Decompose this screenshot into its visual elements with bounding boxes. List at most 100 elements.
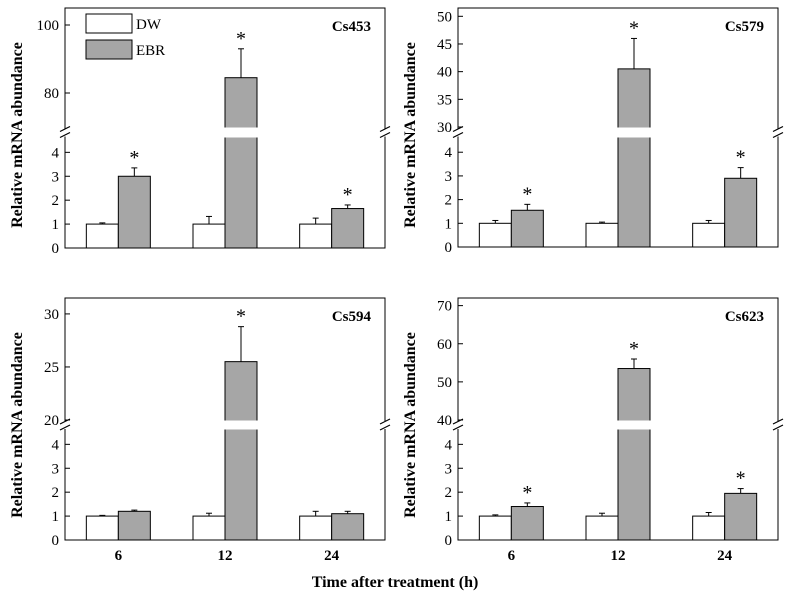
y-tick-label: 2 xyxy=(445,193,453,209)
bar-dw-6 xyxy=(85,223,119,249)
bar-dw-12 xyxy=(192,515,226,541)
bar-break-band xyxy=(224,127,258,138)
significance-star: * xyxy=(129,147,139,169)
y-tick-label: 3 xyxy=(52,169,60,185)
x-axis-label: Time after treatment (h) xyxy=(312,574,479,591)
bar-dw-12 xyxy=(585,515,619,541)
y-tick-label: 4 xyxy=(52,437,60,453)
axis-break-gap xyxy=(61,128,69,137)
legend-swatch-ebr xyxy=(85,39,133,60)
y-tick-label: 100 xyxy=(37,18,60,34)
bar-dw-24 xyxy=(692,515,726,541)
x-tick-label: 12 xyxy=(218,548,233,564)
x-tick-label: 24 xyxy=(324,548,340,564)
significance-star: * xyxy=(522,482,532,504)
y-tick-label: 3 xyxy=(445,169,453,185)
significance-star: * xyxy=(736,468,746,490)
legend: DW EBR xyxy=(85,13,165,60)
bar-ebr-24 xyxy=(331,208,365,249)
panel-title: Cs579 xyxy=(725,19,764,35)
axis-break-mark xyxy=(452,131,464,139)
axis-break-mark xyxy=(59,418,71,425)
y-axis-label-top: Relative mRNA abundance xyxy=(9,42,26,228)
y-tick-label: 30 xyxy=(437,120,452,136)
y-axis-label-top-right: Relative mRNA abundance xyxy=(402,42,419,228)
legend-label-ebr: EBR xyxy=(136,43,165,59)
axis-break-mark xyxy=(379,131,391,139)
bar-dw-12 xyxy=(192,223,226,249)
axis-break-mark xyxy=(772,125,784,133)
bar-ebr-12 xyxy=(617,68,651,248)
y-tick-label: 0 xyxy=(445,533,453,549)
axis-break-gap xyxy=(774,421,782,429)
bar-ebr-24 xyxy=(331,513,365,541)
y-axis-label-bottom: Relative mRNA abundance xyxy=(9,332,26,518)
bar-ebr-6 xyxy=(510,209,544,248)
y-tick-label: 70 xyxy=(437,299,452,315)
x-tick-label: 12 xyxy=(611,548,626,564)
axis-break-mark xyxy=(379,125,391,133)
y-tick-label: 60 xyxy=(437,337,452,353)
y-tick-label: 1 xyxy=(445,216,453,232)
bar-ebr-6 xyxy=(510,506,544,541)
bar-break-band xyxy=(617,420,651,430)
y-tick-label: 25 xyxy=(44,360,59,376)
significance-star: * xyxy=(629,17,639,39)
y-tick-label: 4 xyxy=(445,437,453,453)
y-tick-label: 0 xyxy=(52,241,60,257)
significance-star: * xyxy=(736,147,746,169)
bar-dw-24 xyxy=(692,222,726,248)
axis-break-mark xyxy=(452,418,464,425)
y-tick-label: 40 xyxy=(437,65,452,81)
y-tick-label: 0 xyxy=(445,240,453,256)
axis-break-mark xyxy=(452,125,464,133)
y-tick-label: 3 xyxy=(52,461,60,477)
bar-dw-6 xyxy=(478,515,512,541)
x-tick-label: 24 xyxy=(717,548,733,564)
panel-title: Cs453 xyxy=(332,19,371,35)
y-tick-label: 4 xyxy=(445,145,453,161)
significance-star: * xyxy=(629,338,639,360)
bar-dw-12 xyxy=(585,222,619,248)
legend-swatch-dw xyxy=(85,13,133,34)
axis-break-mark xyxy=(379,424,391,431)
panel-title: Cs623 xyxy=(725,309,764,325)
bar-ebr-24 xyxy=(724,177,758,248)
panels: 0123480100***Cs453012343035404550***Cs57… xyxy=(37,7,784,564)
bar-ebr-6 xyxy=(117,510,151,541)
axis-break-gap xyxy=(774,128,782,137)
axis-break-mark xyxy=(452,424,464,431)
y-tick-label: 45 xyxy=(437,37,452,53)
y-tick-label: 80 xyxy=(44,86,59,102)
y-tick-label: 3 xyxy=(445,461,453,477)
y-tick-label: 50 xyxy=(437,375,452,391)
y-tick-label: 20 xyxy=(44,413,59,429)
bar-break-band xyxy=(224,420,258,430)
y-tick-label: 1 xyxy=(52,509,60,525)
axis-break-mark xyxy=(59,424,71,431)
y-tick-label: 2 xyxy=(52,193,60,209)
significance-star: * xyxy=(343,184,353,206)
significance-star: * xyxy=(522,183,532,205)
significance-star: * xyxy=(236,28,246,50)
y-tick-label: 1 xyxy=(445,509,453,525)
bar-dw-6 xyxy=(478,222,512,248)
legend-label-dw: DW xyxy=(136,17,162,33)
axis-break-gap xyxy=(381,128,389,137)
y-tick-label: 50 xyxy=(437,9,452,25)
axis-break-gap xyxy=(381,421,389,429)
x-tick-label: 6 xyxy=(508,548,516,564)
bar-dw-6 xyxy=(85,515,119,541)
bar-dw-24 xyxy=(299,515,333,541)
bar-ebr-12 xyxy=(224,361,258,541)
y-axis-label-bottom-right: Relative mRNA abundance xyxy=(402,332,419,518)
axis-break-mark xyxy=(772,424,784,431)
bar-break-band xyxy=(617,127,651,138)
bar-ebr-12 xyxy=(617,368,651,541)
y-tick-label: 35 xyxy=(437,92,452,108)
significance-star: * xyxy=(236,306,246,328)
bar-ebr-24 xyxy=(724,492,758,541)
